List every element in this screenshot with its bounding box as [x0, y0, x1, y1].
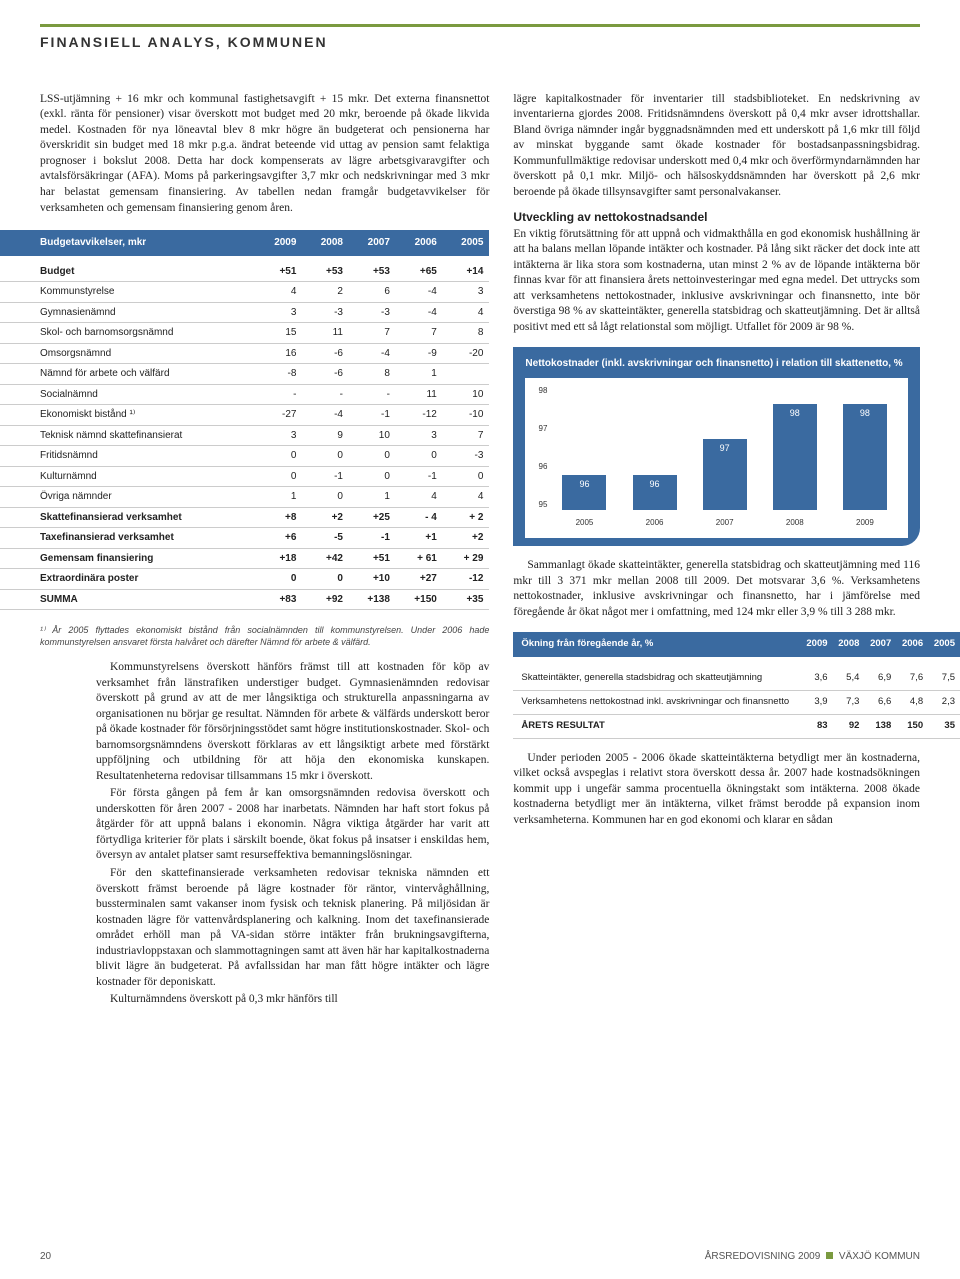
table-header-cell: 2005 [443, 230, 490, 256]
table-header-cell: 2006 [396, 230, 443, 256]
bar-value-label: 98 [843, 407, 887, 419]
table-header-cell: 2006 [896, 632, 928, 657]
table-header-cell: Budgetavvikelser, mkr [0, 230, 256, 256]
table-row: Övriga nämnder10144 [0, 487, 489, 508]
table-footnote: ¹⁾ År 2005 flyttades ekonomiskt bistånd … [40, 624, 489, 648]
right-para-3: Sammanlagt ökade skatteintäkter, generel… [513, 558, 920, 620]
bar-value-label: 96 [562, 478, 606, 490]
table-header-cell: 2005 [928, 632, 960, 657]
table-row: Kommunstyrelse426-43 [0, 282, 489, 303]
x-tick-label: 2006 [646, 518, 664, 529]
table-row: Ekonomiskt bistånd ¹⁾-27-4-1-12-10 [0, 405, 489, 426]
y-tick-label: 98 [529, 386, 547, 397]
y-tick-label: 96 [529, 462, 547, 473]
table-row: Gemensam finansiering+18+42+51+ 61+ 29 [0, 548, 489, 569]
table-row: Verksamhetens netto­kostnad inkl. avskri… [513, 690, 960, 714]
table-row: Skol- och barnomsorgsnämnd1511778 [0, 323, 489, 344]
left-para-4: För den skattefinansierade verksamheten … [96, 866, 489, 990]
nettokostnader-chart: Nettokostnader (inkl. avskrivningar och … [513, 347, 920, 546]
table-row: Extraordinära poster00+10+27-12 [0, 569, 489, 590]
table-row: Skattefinansierad verksamhet+8+2+25- 4+ … [0, 507, 489, 528]
table-row: Kulturnämnd0-10-10 [0, 466, 489, 487]
footer-text-1: ÅRSREDOVISNING 2009 [705, 1251, 821, 1262]
chart-bar: 98 [843, 404, 887, 510]
page-number: 20 [40, 1250, 51, 1264]
increase-table: Ökning från föregående år, %200920082007… [513, 632, 960, 738]
left-para-2: Kommunstyrelsens överskott hänförs främs… [96, 660, 489, 784]
bar-value-label: 98 [773, 407, 817, 419]
table-header-cell: 2009 [801, 632, 833, 657]
left-para-5: Kulturnämndens överskott på 0,3 mkr hänf… [96, 992, 489, 1008]
footer-text-2: VÄXJÖ KOMMUN [839, 1251, 920, 1262]
bar-value-label: 96 [633, 478, 677, 490]
y-tick-label: 95 [529, 500, 547, 511]
bar-value-label: 97 [703, 442, 747, 454]
right-para-4: Under perioden 2005 - 2006 ökade skattei… [513, 751, 920, 829]
x-tick-label: 2009 [856, 518, 874, 529]
chart-title: Nettokostnader (inkl. avskrivningar och … [525, 357, 908, 370]
table-row: Taxefinansierad verksamhet+6-5-1+1+2 [0, 528, 489, 549]
table-header-cell: Ökning från föregående år, % [513, 632, 800, 657]
table-row: Skatteintäkter, generella stadsbidrag oc… [513, 667, 960, 690]
x-tick-label: 2007 [716, 518, 734, 529]
left-para-3: För första gången på fem år kan omsorgsn… [96, 786, 489, 864]
subheading-netto: Utveckling av nettokostnadsandel [513, 209, 920, 225]
table-row: SUMMA+83+92+138+150+35 [0, 589, 489, 610]
table-header-cell: 2009 [256, 230, 303, 256]
footer-square-icon [826, 1252, 833, 1259]
section-title: FINANSIELL ANALYS, KOMMUNEN [40, 33, 920, 52]
left-para-1: LSS-utjämning + 16 mkr och kommunal fast… [40, 92, 489, 216]
chart-bar: 97 [703, 439, 747, 510]
chart-bar: 96 [633, 475, 677, 510]
x-tick-label: 2008 [786, 518, 804, 529]
table-header-cell: 2008 [833, 632, 865, 657]
table-header-cell: 2007 [349, 230, 396, 256]
chart-bar: 96 [562, 475, 606, 510]
table-header-cell: 2008 [302, 230, 349, 256]
right-para-1: lägre kapitalkostnader för inventarier t… [513, 92, 920, 201]
table-row: Omsorgsnämnd16-6-4-9-20 [0, 343, 489, 364]
table-row: ÅRETS RESULTAT839213815035 [513, 714, 960, 738]
table-row: Socialnämnd---1110 [0, 384, 489, 405]
y-tick-label: 97 [529, 424, 547, 435]
x-tick-label: 2005 [576, 518, 594, 529]
table-row: Gymnasienämnd3-3-3-44 [0, 302, 489, 323]
table-row: Fritidsnämnd0000-3 [0, 446, 489, 467]
chart-bar: 98 [773, 404, 817, 510]
right-para-2: En viktig förutsättning för att uppnå oc… [513, 227, 920, 336]
budget-table: Budgetavvikelser, mkr2009200820072006200… [0, 230, 489, 610]
table-row: Nämnd för arbete och välfärd-8-681 [0, 364, 489, 385]
table-row: Teknisk nämnd skattefinansierat391037 [0, 425, 489, 446]
page-footer: 20 ÅRSREDOVISNING 2009 VÄXJÖ KOMMUN [40, 1250, 920, 1264]
table-header-cell: 2007 [864, 632, 896, 657]
table-row: Budget+51+53+53+65+14 [0, 262, 489, 282]
